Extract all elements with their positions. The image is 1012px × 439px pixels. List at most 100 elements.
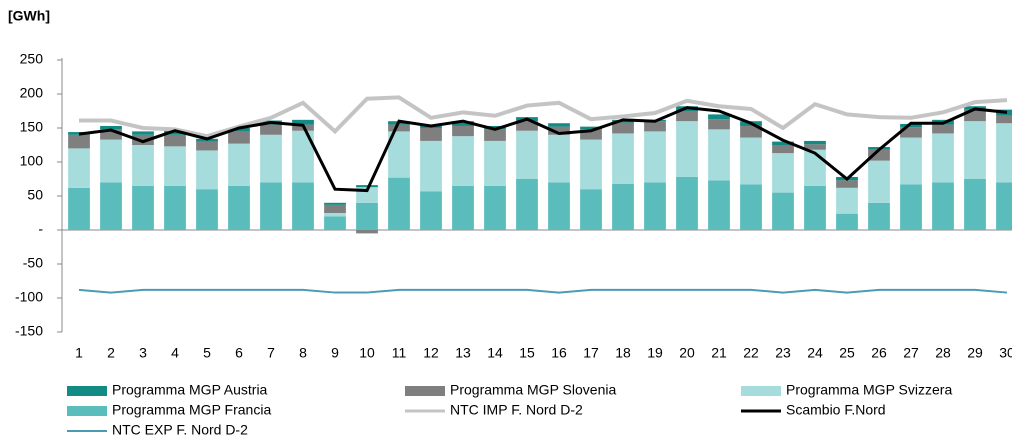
x-tick-label: 18 — [615, 345, 631, 361]
bar-segment — [548, 126, 570, 135]
bar-segment — [612, 122, 634, 134]
y-tick-label: 50 — [27, 187, 43, 203]
bar-segment — [228, 128, 250, 132]
bar-segment — [868, 160, 890, 203]
bar-segment — [836, 180, 858, 188]
bar-segment — [804, 144, 826, 150]
bar-segment — [196, 150, 218, 190]
x-tick-label: 30 — [999, 345, 1012, 361]
bar-segment — [996, 123, 1012, 183]
x-tick-label: 13 — [455, 345, 471, 361]
x-tick-label: 11 — [392, 345, 407, 361]
bar-segment — [868, 149, 890, 161]
bar-segment — [548, 123, 570, 127]
x-tick-label: 8 — [299, 345, 307, 361]
bar-segment — [612, 133, 634, 184]
legend-swatch — [67, 386, 107, 396]
bar-segment — [772, 145, 794, 154]
legend-label: NTC EXP F. Nord D-2 — [112, 422, 248, 438]
line — [78, 106, 1008, 193]
bar-segment — [68, 134, 90, 149]
legend-swatch — [405, 386, 445, 396]
y-tick-label: 200 — [20, 85, 44, 101]
bar-segment — [100, 182, 122, 230]
bar-segment — [68, 148, 90, 188]
bar-segment — [388, 131, 410, 178]
bar-segment — [964, 109, 986, 122]
bar-segment — [420, 191, 442, 230]
bar-segment — [292, 119, 314, 125]
bar-segment — [164, 146, 186, 186]
y-axis-label: [GWh] — [8, 8, 50, 24]
bar-segment — [772, 192, 794, 230]
bar-segment — [196, 189, 218, 230]
x-tick-label: 6 — [235, 345, 243, 361]
bar-segment — [932, 133, 954, 183]
legend-label: Scambio F.Nord — [786, 402, 886, 418]
bar-segment — [356, 230, 378, 234]
legend-swatch — [741, 386, 781, 396]
legend-label: Programma MGP Austria — [112, 382, 268, 398]
x-tick-label: 22 — [743, 345, 759, 361]
bar-segment — [484, 129, 506, 141]
x-tick-label: 3 — [139, 345, 147, 361]
bar-segment — [100, 125, 122, 130]
x-tick-label: 10 — [359, 345, 375, 361]
bar-segment — [164, 185, 186, 230]
bar-segment — [356, 185, 378, 188]
x-tick-label: 29 — [967, 345, 983, 361]
bar-segment — [164, 134, 186, 147]
x-tick-label: 27 — [903, 345, 919, 361]
bar-segment — [484, 140, 506, 186]
bar-segment — [324, 216, 346, 230]
bar-segment — [100, 139, 122, 183]
bar-segment — [324, 202, 346, 205]
x-tick-label: 24 — [807, 345, 823, 361]
x-tick-label: 1 — [75, 345, 83, 361]
x-tick-label: 26 — [871, 345, 887, 361]
bar-segment — [260, 182, 282, 230]
bar-segment — [964, 179, 986, 230]
bar-segment — [708, 114, 730, 120]
legend-label: NTC IMP F. Nord D-2 — [450, 402, 583, 418]
bar-segment — [900, 123, 922, 128]
bar-segment — [132, 145, 154, 186]
legend-swatch — [67, 406, 107, 416]
bar-segment — [676, 121, 698, 177]
bar-segment — [996, 182, 1012, 230]
bar-segment — [548, 182, 570, 230]
bar-segment — [452, 125, 474, 137]
x-tick-label: 12 — [423, 345, 439, 361]
line — [79, 95, 1008, 139]
bar-segment — [132, 131, 154, 135]
bar-segment — [100, 129, 122, 140]
bar-segment — [452, 136, 474, 186]
bar-segment — [324, 213, 346, 217]
x-tick-label: 4 — [171, 345, 179, 361]
x-tick-label: 21 — [711, 345, 727, 361]
y-tick-label: 150 — [20, 119, 44, 135]
bar-segment — [356, 202, 378, 230]
bar-segment — [292, 130, 314, 183]
legend-label: Programma MGP Svizzera — [786, 382, 952, 398]
x-tick-label: 28 — [935, 345, 951, 361]
bar-segment — [516, 121, 538, 131]
x-tick-label: 20 — [679, 345, 695, 361]
x-tick-label: 16 — [551, 345, 567, 361]
bar-segment — [804, 149, 826, 186]
bar-segment — [580, 139, 602, 190]
x-tick-label: 23 — [775, 345, 791, 361]
bar-segment — [580, 126, 602, 130]
bar-segment — [900, 137, 922, 185]
x-tick-label: 25 — [839, 345, 855, 361]
bar-segment — [708, 119, 730, 130]
bar-segment — [388, 177, 410, 230]
bar-segment — [580, 189, 602, 230]
bar-segment — [516, 179, 538, 230]
x-tick-label: 19 — [647, 345, 663, 361]
line — [78, 288, 1008, 294]
bar-segment — [676, 111, 698, 122]
y-tick-label: -150 — [15, 323, 43, 339]
x-tick-label: 5 — [203, 345, 211, 361]
